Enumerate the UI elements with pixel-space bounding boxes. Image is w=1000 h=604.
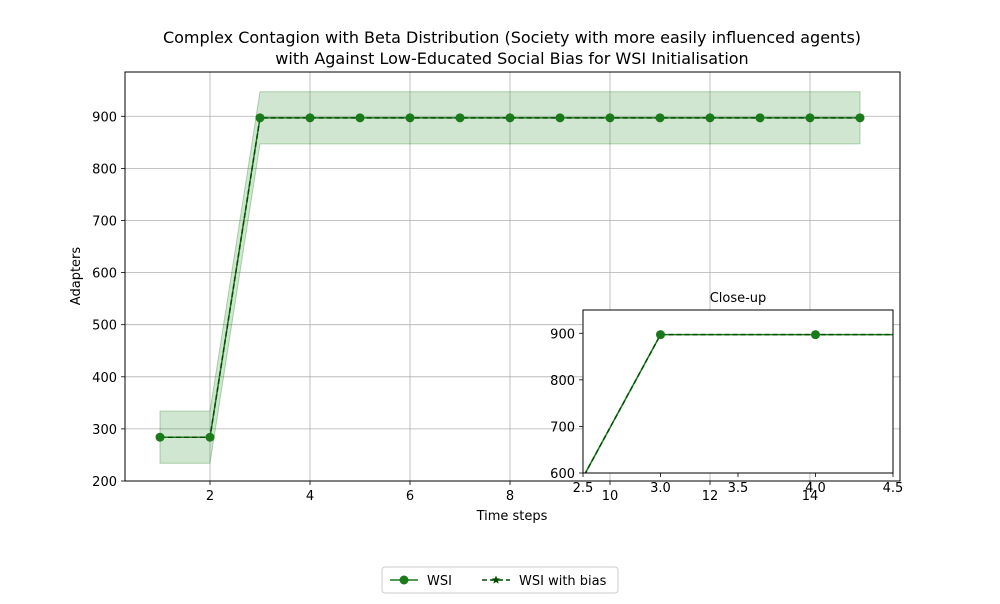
series-wsi-point <box>606 113 615 122</box>
x-tick-label: 2 <box>206 489 214 504</box>
x-tick-label: 6 <box>406 489 414 504</box>
series-wsi-point <box>456 113 465 122</box>
inset-wsi-point <box>656 330 665 339</box>
y-tick-label: 400 <box>92 371 117 386</box>
series-wsi-point <box>806 113 815 122</box>
y-tick-label: 300 <box>92 423 117 438</box>
y-tick-label: 600 <box>92 267 117 282</box>
inset-x-tick-label: 4.5 <box>883 481 904 496</box>
series-wsi-point <box>206 433 215 442</box>
inset-title: Close-up <box>710 291 767 306</box>
legend-wsi-marker <box>400 576 409 585</box>
inset-x-tick-label: 4.0 <box>805 481 826 496</box>
inset-x-tick-label: 3.5 <box>728 481 749 496</box>
x-tick-label: 8 <box>506 489 514 504</box>
legend: WSI WSI with bias <box>382 567 618 593</box>
series-wsi-point <box>556 113 565 122</box>
x-axis-label: Time steps <box>476 509 548 524</box>
series-wsi-point <box>506 113 515 122</box>
series-wsi-point <box>856 113 865 122</box>
y-tick-label: 800 <box>92 162 117 177</box>
y-tick-label: 200 <box>92 475 117 490</box>
x-tick-label: 10 <box>602 489 619 504</box>
inset-y-tick-label: 700 <box>550 420 575 435</box>
series-wsi-point <box>656 113 665 122</box>
series-wsi-point <box>706 113 715 122</box>
inset-x-tick-label: 3.0 <box>650 481 671 496</box>
x-tick-label: 12 <box>702 489 719 504</box>
y-axis-label: Adapters <box>69 247 84 306</box>
y-tick-label: 900 <box>92 110 117 125</box>
x-tick-label: 4 <box>306 489 314 504</box>
y-tick-label: 500 <box>92 319 117 334</box>
series-wsi-point <box>156 433 165 442</box>
legend-wsi-label: WSI <box>427 574 452 589</box>
series-wsi-point <box>306 113 315 122</box>
inset-chart: 2.5 3.0 3.5 4.0 4.5 600 700 800 900 Close-up <box>351 291 1000 600</box>
inset-wsi-point <box>811 330 820 339</box>
inset-x-tick-label: 2.5 <box>573 481 594 496</box>
series-wsi-point <box>406 113 415 122</box>
series-wsi-point <box>256 113 265 122</box>
y-tick-label: 700 <box>92 214 117 229</box>
series-wsi-point <box>756 113 765 122</box>
series-wsi-point <box>356 113 365 122</box>
chart-title-line1: Complex Contagion with Beta Distribution… <box>163 28 861 47</box>
chart-title-line2: with Against Low-Educated Social Bias fo… <box>275 49 748 68</box>
inset-y-tick-label: 600 <box>550 467 575 482</box>
inset-y-tick-label: 800 <box>550 374 575 389</box>
legend-bias-label: WSI with bias <box>519 574 607 589</box>
inset-y-tick-label: 900 <box>550 327 575 342</box>
